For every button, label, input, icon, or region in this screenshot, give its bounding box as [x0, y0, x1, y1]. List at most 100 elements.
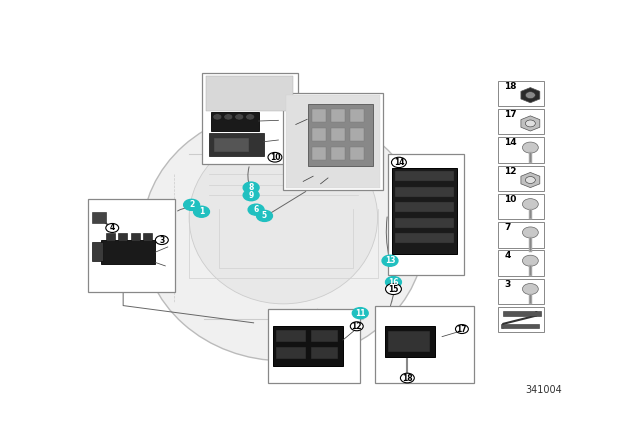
- FancyBboxPatch shape: [395, 186, 454, 197]
- FancyBboxPatch shape: [202, 73, 298, 164]
- Text: 15: 15: [406, 362, 418, 370]
- Text: 10: 10: [504, 195, 516, 204]
- Polygon shape: [521, 116, 540, 131]
- Circle shape: [456, 324, 468, 333]
- Text: 4: 4: [109, 224, 115, 233]
- FancyBboxPatch shape: [498, 307, 544, 332]
- FancyBboxPatch shape: [211, 112, 259, 131]
- Circle shape: [401, 373, 414, 383]
- FancyBboxPatch shape: [209, 133, 264, 155]
- Text: 7: 7: [504, 223, 511, 232]
- Circle shape: [522, 255, 538, 266]
- FancyBboxPatch shape: [118, 233, 127, 241]
- Circle shape: [246, 114, 255, 120]
- Text: 14: 14: [504, 138, 516, 147]
- Text: 13: 13: [408, 260, 421, 269]
- Ellipse shape: [142, 109, 425, 361]
- Text: 3: 3: [159, 236, 164, 245]
- FancyBboxPatch shape: [500, 324, 539, 328]
- FancyBboxPatch shape: [498, 279, 544, 304]
- Text: 9: 9: [280, 134, 285, 143]
- Text: 16: 16: [388, 278, 399, 287]
- FancyBboxPatch shape: [395, 233, 454, 244]
- FancyBboxPatch shape: [286, 95, 380, 188]
- Polygon shape: [521, 172, 540, 188]
- Circle shape: [106, 224, 118, 233]
- FancyBboxPatch shape: [276, 330, 306, 342]
- FancyBboxPatch shape: [312, 147, 326, 160]
- FancyBboxPatch shape: [395, 171, 454, 181]
- Circle shape: [525, 177, 535, 184]
- Text: 4: 4: [504, 251, 511, 260]
- FancyBboxPatch shape: [310, 330, 338, 342]
- Circle shape: [243, 182, 259, 193]
- Text: 18: 18: [402, 374, 413, 383]
- FancyBboxPatch shape: [331, 147, 345, 160]
- FancyBboxPatch shape: [392, 168, 457, 254]
- Circle shape: [184, 199, 200, 211]
- Circle shape: [243, 190, 259, 201]
- FancyBboxPatch shape: [498, 194, 544, 220]
- Text: 10: 10: [269, 153, 280, 162]
- FancyBboxPatch shape: [92, 242, 103, 261]
- Text: 16: 16: [380, 322, 392, 331]
- FancyBboxPatch shape: [503, 311, 541, 315]
- FancyBboxPatch shape: [498, 250, 544, 276]
- FancyBboxPatch shape: [131, 233, 140, 241]
- Circle shape: [385, 276, 401, 288]
- Circle shape: [522, 142, 538, 153]
- Circle shape: [401, 374, 413, 382]
- Text: 11: 11: [355, 309, 365, 318]
- FancyBboxPatch shape: [375, 306, 474, 383]
- FancyBboxPatch shape: [214, 138, 249, 152]
- Circle shape: [382, 255, 398, 266]
- Circle shape: [257, 211, 273, 221]
- Text: 11: 11: [300, 368, 312, 377]
- Text: 12: 12: [504, 167, 516, 176]
- Circle shape: [525, 92, 535, 99]
- Circle shape: [352, 308, 368, 319]
- Text: 17: 17: [504, 110, 516, 119]
- Text: 8: 8: [248, 183, 254, 192]
- Text: 18: 18: [504, 82, 516, 90]
- Text: 7: 7: [283, 119, 289, 128]
- FancyBboxPatch shape: [331, 128, 345, 141]
- Circle shape: [522, 284, 538, 294]
- Text: 1: 1: [199, 207, 204, 216]
- FancyBboxPatch shape: [308, 104, 372, 166]
- Text: 5: 5: [313, 181, 318, 190]
- Circle shape: [522, 198, 538, 210]
- FancyBboxPatch shape: [101, 240, 156, 264]
- FancyBboxPatch shape: [312, 109, 326, 122]
- FancyBboxPatch shape: [106, 233, 115, 241]
- Circle shape: [156, 236, 168, 245]
- FancyBboxPatch shape: [92, 212, 106, 223]
- Circle shape: [522, 227, 538, 238]
- FancyBboxPatch shape: [498, 137, 544, 163]
- Text: 1: 1: [130, 275, 136, 284]
- FancyBboxPatch shape: [88, 198, 175, 292]
- FancyBboxPatch shape: [207, 76, 293, 111]
- FancyBboxPatch shape: [269, 309, 360, 383]
- Ellipse shape: [189, 131, 378, 304]
- Text: 17: 17: [456, 324, 467, 334]
- FancyBboxPatch shape: [350, 109, 364, 122]
- FancyBboxPatch shape: [284, 94, 383, 190]
- Text: 13: 13: [385, 256, 396, 265]
- Circle shape: [392, 157, 406, 168]
- FancyBboxPatch shape: [143, 233, 152, 241]
- Circle shape: [268, 152, 282, 162]
- Circle shape: [235, 114, 244, 120]
- Text: 14: 14: [394, 158, 404, 167]
- Text: 12: 12: [351, 322, 362, 331]
- FancyBboxPatch shape: [388, 154, 465, 275]
- Text: 6: 6: [293, 176, 298, 185]
- FancyBboxPatch shape: [388, 332, 429, 352]
- FancyBboxPatch shape: [498, 81, 544, 106]
- FancyBboxPatch shape: [498, 222, 544, 248]
- FancyBboxPatch shape: [350, 128, 364, 141]
- Circle shape: [213, 114, 222, 120]
- FancyBboxPatch shape: [273, 326, 343, 366]
- Circle shape: [385, 284, 401, 294]
- Text: 15: 15: [388, 284, 399, 293]
